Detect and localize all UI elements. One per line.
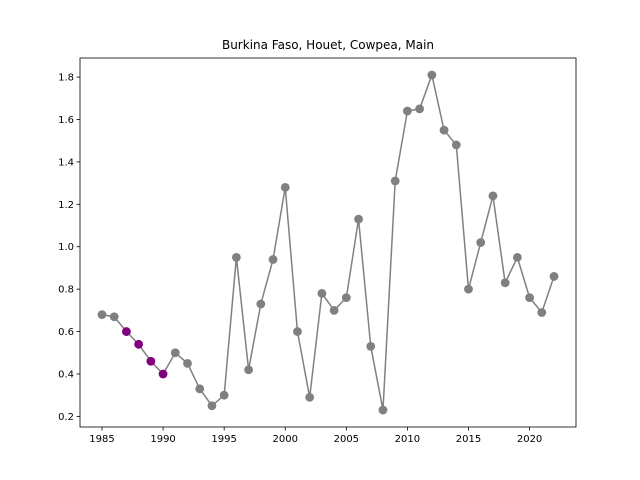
data-point (427, 70, 437, 80)
data-point (525, 293, 534, 303)
data-point (512, 252, 522, 262)
data-point (390, 176, 400, 186)
data-point (500, 278, 510, 288)
data-point (317, 288, 327, 298)
y-tick-label: 1.8 (58, 73, 74, 84)
highlighted-data-point (146, 356, 156, 366)
data-point (268, 255, 278, 264)
data-point (256, 299, 266, 309)
data-point (464, 284, 473, 294)
y-tick-label: 0.2 (58, 412, 74, 423)
data-point (183, 358, 192, 368)
y-tick-label: 0.8 (58, 285, 74, 296)
data-point (293, 327, 302, 336)
data-point (329, 305, 339, 315)
chart-title: Burkina Faso, Houet, Cowpea, Main (222, 38, 434, 52)
data-point (280, 182, 290, 192)
data-point (109, 312, 119, 322)
y-tick-label: 1.6 (58, 115, 74, 126)
data-point (305, 392, 315, 402)
axes-frame (79, 57, 577, 428)
data-point (354, 214, 363, 224)
x-tick-label: 2015 (456, 434, 481, 445)
highlighted-data-point (122, 327, 131, 336)
data-point (244, 365, 253, 375)
data-point (488, 191, 498, 201)
x-tick-label: 1990 (150, 434, 175, 445)
data-point (195, 384, 205, 394)
data-point (207, 401, 217, 411)
y-tick-label: 1.0 (58, 242, 74, 253)
data-point (476, 238, 486, 247)
y-tick-label: 1.2 (58, 200, 74, 211)
highlighted-data-point (134, 339, 144, 349)
data-point (366, 342, 376, 351)
x-tick-label: 2005 (334, 434, 359, 445)
highlighted-data-point (158, 369, 168, 379)
x-tick-label: 1995 (211, 434, 236, 445)
x-tick-label: 2000 (273, 434, 298, 445)
x-tick-label: 1985 (89, 434, 114, 445)
data-point (537, 308, 547, 317)
data-point (231, 252, 241, 262)
x-tick-label: 2020 (517, 434, 542, 445)
data-point (378, 405, 388, 415)
data-point (403, 106, 412, 116)
data-point (97, 310, 107, 320)
y-tick-label: 0.4 (58, 369, 74, 380)
data-point (549, 272, 559, 281)
y-tick-label: 1.4 (58, 157, 74, 168)
data-point (219, 390, 229, 400)
data-point (341, 293, 351, 303)
data-point (415, 104, 425, 114)
data-point (170, 348, 180, 358)
plot-area: 1985 1990 1995 2000 2005 2010 2015 2020 0.2 0.4 0.… (58, 70, 559, 445)
x-tick-label: 2010 (395, 434, 420, 445)
data-point (439, 125, 449, 135)
data-point (451, 140, 461, 150)
y-tick-label: 0.6 (58, 327, 74, 338)
